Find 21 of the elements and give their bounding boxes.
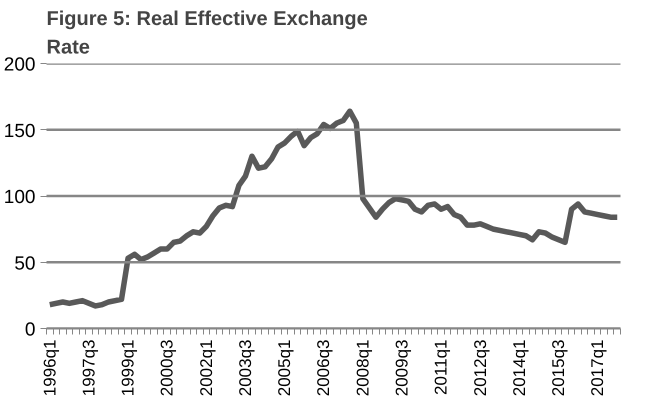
x-tick-label: 2005q1 <box>275 339 294 396</box>
x-tick-label: 2011q1 <box>432 339 451 395</box>
x-tick-label: 2006q3 <box>314 339 334 396</box>
y-tick-label: 150 <box>4 120 36 142</box>
x-tick-label: 2014q1 <box>510 339 529 396</box>
y-tick-label: 200 <box>4 54 36 76</box>
x-tick-label: 1996q1 <box>40 339 60 396</box>
y-tick-label: 50 <box>14 253 36 274</box>
x-tick-label: 2012q3 <box>470 339 490 396</box>
x-tick-label: 2002q1 <box>196 339 216 396</box>
x-tick-label: 1997q3 <box>79 339 98 396</box>
x-tick-label: 2015q3 <box>549 339 568 396</box>
x-tick-label: 2003q3 <box>236 339 255 396</box>
x-tick-label: 1999q1 <box>118 339 138 396</box>
x-tick-label: 2000q3 <box>158 339 177 396</box>
x-tick-label: 2009q3 <box>392 339 412 396</box>
y-tick-label: 100 <box>4 187 36 208</box>
x-tick-label: 2008q1 <box>353 339 372 396</box>
chart-title: Figure 5: Real Effective Exchange Rate <box>46 8 368 58</box>
x-tick-label: 2017q1 <box>588 339 608 396</box>
y-tick-label: 0 <box>24 320 36 340</box>
